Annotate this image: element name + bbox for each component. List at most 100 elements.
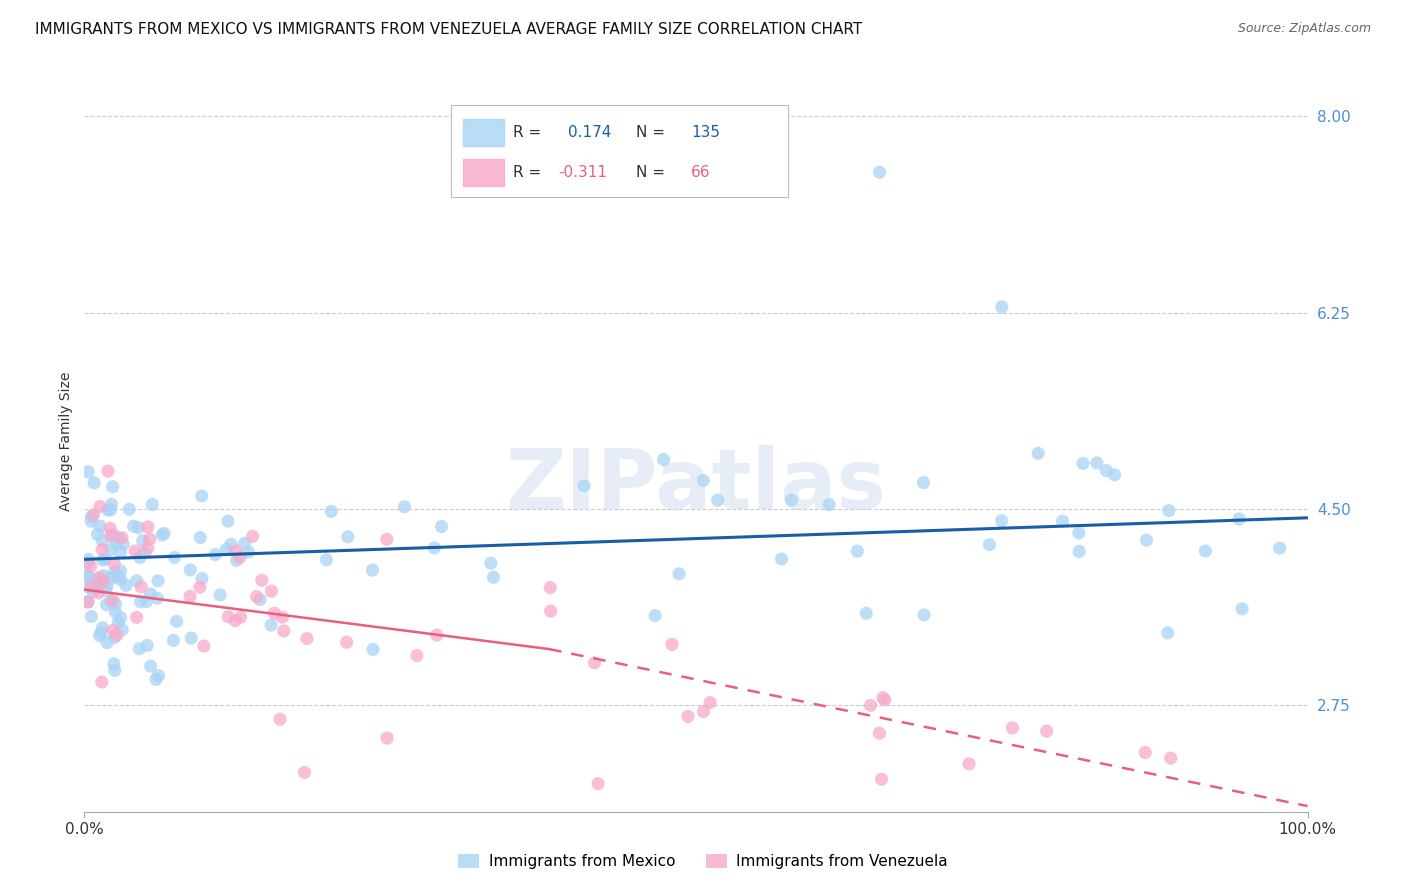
- Point: [217, 609, 239, 624]
- Point: [77, 568, 100, 582]
- Point: [139, 587, 162, 601]
- Point: [1067, 544, 1090, 558]
- Point: [1104, 467, 1126, 482]
- Point: [846, 544, 869, 558]
- Point: [423, 541, 446, 555]
- Point: [1001, 721, 1024, 735]
- Point: [80, 509, 103, 524]
- Point: [91, 533, 114, 548]
- Point: [104, 664, 127, 678]
- Point: [110, 564, 132, 578]
- Point: [430, 519, 453, 533]
- Point: [77, 552, 100, 566]
- Point: [125, 574, 148, 588]
- Point: [780, 493, 803, 508]
- Point: [98, 521, 121, 535]
- Legend: Immigrants from Mexico, Immigrants from Venezuela: Immigrants from Mexico, Immigrants from …: [451, 848, 955, 875]
- Point: [80, 609, 103, 624]
- Point: [375, 533, 398, 547]
- Point: [912, 607, 935, 622]
- Point: [224, 614, 246, 628]
- Point: [225, 553, 247, 567]
- Point: [770, 552, 793, 566]
- Point: [229, 610, 252, 624]
- Point: [1135, 746, 1157, 760]
- Point: [242, 529, 264, 543]
- Point: [1194, 544, 1216, 558]
- Point: [1071, 456, 1094, 470]
- Point: [180, 631, 202, 645]
- Point: [676, 709, 699, 723]
- Point: [124, 544, 146, 558]
- Point: [271, 610, 294, 624]
- Point: [80, 559, 103, 574]
- Point: [238, 545, 260, 559]
- Point: [110, 573, 132, 587]
- Point: [146, 591, 169, 606]
- Point: [127, 520, 149, 534]
- Point: [115, 578, 138, 592]
- Point: [872, 690, 894, 705]
- Point: [1026, 446, 1049, 460]
- Point: [538, 581, 561, 595]
- Point: [77, 465, 100, 479]
- Point: [111, 623, 134, 637]
- Point: [86, 577, 108, 591]
- Point: [110, 545, 132, 559]
- Point: [100, 528, 122, 542]
- Point: [572, 479, 595, 493]
- Point: [250, 573, 273, 587]
- Point: [873, 693, 896, 707]
- Point: [136, 639, 159, 653]
- Point: [93, 568, 115, 582]
- Point: [103, 566, 125, 580]
- Point: [89, 500, 111, 514]
- Point: [482, 570, 505, 584]
- Point: [148, 669, 170, 683]
- Point: [1156, 626, 1178, 640]
- Point: [139, 659, 162, 673]
- Point: [869, 165, 891, 179]
- Point: [118, 502, 141, 516]
- Point: [107, 615, 129, 630]
- Text: Source: ZipAtlas.com: Source: ZipAtlas.com: [1237, 22, 1371, 36]
- Point: [100, 594, 122, 608]
- Point: [166, 615, 188, 629]
- Point: [150, 528, 173, 542]
- FancyBboxPatch shape: [463, 119, 503, 145]
- Point: [990, 514, 1012, 528]
- Point: [375, 731, 398, 745]
- Text: R =: R =: [513, 125, 546, 140]
- Point: [100, 542, 122, 557]
- Point: [141, 498, 163, 512]
- Point: [82, 508, 104, 523]
- Point: [77, 556, 100, 570]
- Point: [260, 618, 283, 632]
- Point: [136, 541, 159, 555]
- Text: -0.311: -0.311: [558, 165, 607, 179]
- Point: [139, 532, 162, 546]
- Point: [652, 452, 675, 467]
- Point: [77, 595, 100, 609]
- Point: [91, 621, 114, 635]
- Point: [692, 705, 714, 719]
- Point: [273, 624, 295, 638]
- Point: [103, 657, 125, 671]
- Point: [90, 574, 112, 589]
- Point: [90, 675, 112, 690]
- Point: [361, 642, 384, 657]
- Point: [668, 566, 690, 581]
- Point: [260, 584, 283, 599]
- Text: N =: N =: [636, 125, 669, 140]
- Point: [957, 756, 980, 771]
- Point: [294, 765, 316, 780]
- Point: [125, 610, 148, 624]
- Point: [80, 514, 103, 528]
- Text: N =: N =: [636, 165, 669, 179]
- Text: 66: 66: [690, 165, 710, 179]
- Point: [855, 607, 877, 621]
- Point: [394, 500, 416, 514]
- Point: [128, 641, 150, 656]
- Point: [162, 633, 184, 648]
- Point: [84, 582, 107, 596]
